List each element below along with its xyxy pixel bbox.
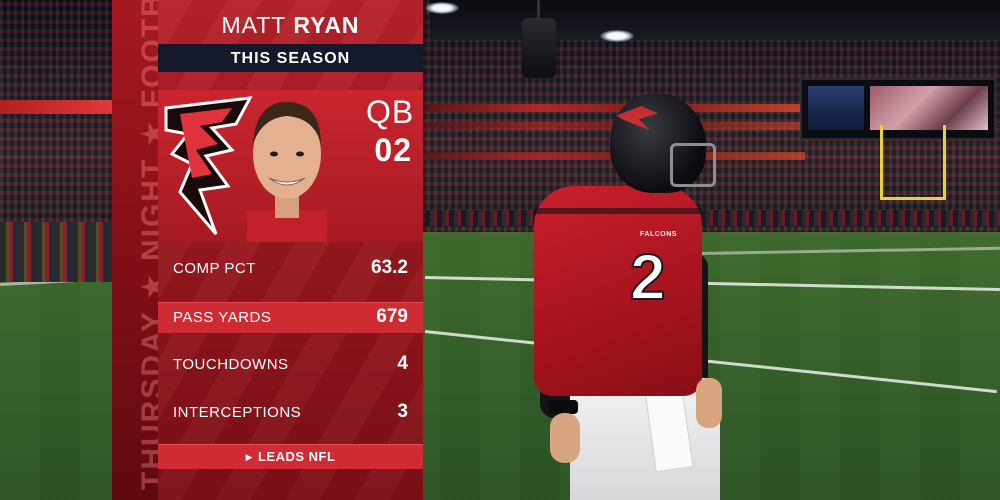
player-last-name: RYAN <box>293 12 360 38</box>
skycam <box>522 18 556 78</box>
stadium-light <box>600 30 634 42</box>
stat-value: 679 <box>376 306 408 327</box>
stat-row-interceptions: INTERCEPTIONS 3 <box>158 398 423 428</box>
falcon-logo-icon <box>164 96 253 235</box>
jersey-number-text: 2 <box>629 240 667 314</box>
leads-nfl-text: LEADS NFL <box>257 449 336 464</box>
stadium-light <box>425 2 459 14</box>
season-header: THIS SEASON <box>158 44 423 72</box>
ribbon-board <box>425 104 805 112</box>
player-stats-panel <box>158 0 423 500</box>
broadcast-side-banner <box>112 0 158 500</box>
quarterback-player: FALCONS 2 <box>530 88 730 500</box>
stat-label: TOUCHDOWNS <box>173 356 289 373</box>
helmet-facemask <box>670 143 716 187</box>
player-portrait-area <box>158 90 423 242</box>
player-hand <box>696 378 722 428</box>
stat-value: 4 <box>397 353 408 374</box>
stat-row-touchdowns: TOUCHDOWNS 4 <box>158 350 423 380</box>
videoboard-screen <box>870 86 988 130</box>
ribbon-board <box>0 100 112 114</box>
stadium-videoboard <box>800 78 996 140</box>
leads-nfl-banner: ▶ LEADS NFL <box>158 444 423 469</box>
goalpost <box>880 125 946 200</box>
stat-value: 3 <box>397 401 408 422</box>
player-jersey <box>534 186 702 396</box>
leads-nfl-label: ▶ LEADS NFL <box>158 449 423 464</box>
stat-row-pass-yards: PASS YARDS 679 <box>158 302 423 334</box>
player-hand <box>550 413 580 463</box>
season-label: THIS SEASON <box>230 50 351 67</box>
player-first-name: MATT <box>221 12 286 38</box>
player-jersey-number: 02 <box>374 132 412 168</box>
stat-label: PASS YARDS <box>173 309 272 326</box>
player-name: MATT RYAN <box>158 12 423 39</box>
player-wristband <box>548 400 578 414</box>
videoboard-logo <box>808 86 864 130</box>
jersey-stripe <box>534 208 702 214</box>
stat-value: 63.2 <box>371 257 408 278</box>
stat-label: COMP PCT <box>173 260 256 277</box>
stat-row-comp-pct: COMP PCT 63.2 <box>158 254 423 284</box>
stat-label: INTERCEPTIONS <box>173 404 302 421</box>
sideline-crowd <box>0 222 112 282</box>
player-position: QB <box>366 94 415 130</box>
player-headshot <box>247 102 327 242</box>
stadium-roof <box>430 0 1000 40</box>
triangle-right-icon: ▶ <box>245 452 253 462</box>
jersey-team-text: FALCONS <box>640 231 677 238</box>
skycam-cable <box>537 0 540 20</box>
